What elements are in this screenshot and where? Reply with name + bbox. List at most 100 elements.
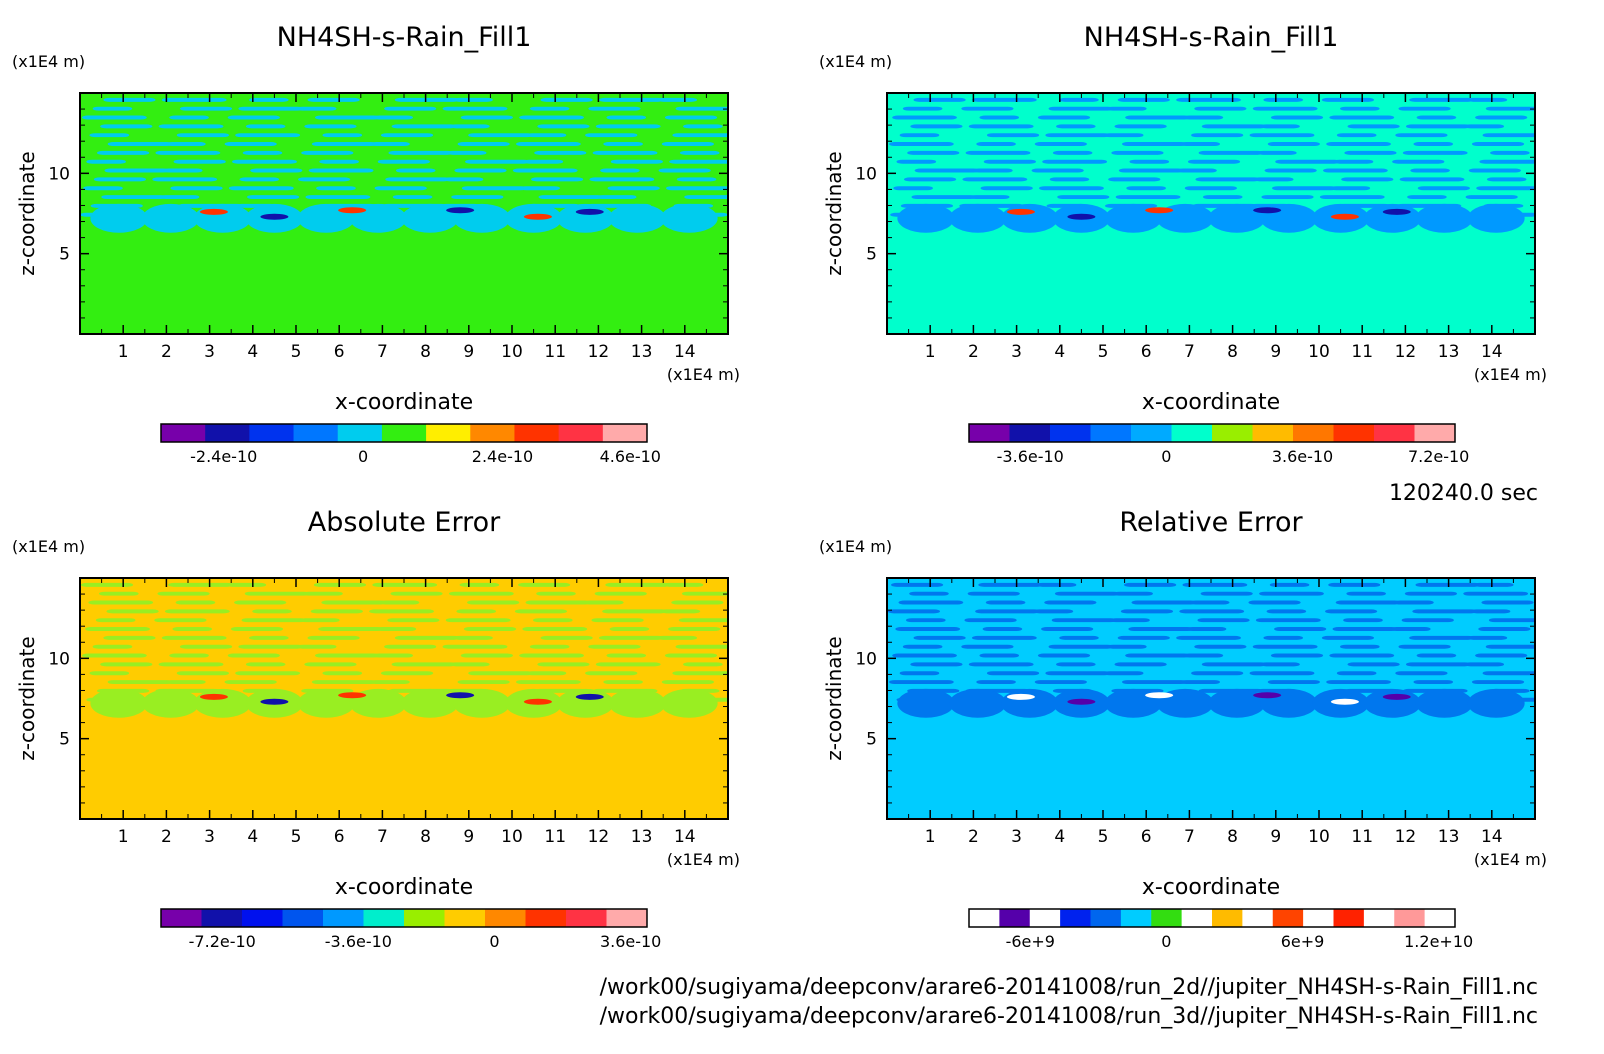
contour-band [227, 653, 280, 658]
contour-band [142, 203, 200, 233]
contour-band [1111, 150, 1164, 155]
contour-band [1475, 653, 1528, 658]
contour-band [1200, 591, 1253, 596]
contour-band [512, 168, 578, 173]
contour-band [606, 115, 647, 120]
contour-band [608, 688, 666, 718]
contour-band [585, 671, 638, 676]
contour-band [1335, 600, 1401, 605]
contour-band [1114, 662, 1167, 667]
contour-band [1191, 671, 1244, 676]
contour-band [461, 186, 527, 191]
contour-band [1325, 609, 1378, 614]
contour-band [1416, 115, 1457, 120]
contour-band [1264, 168, 1317, 173]
extreme-value-blob [338, 692, 367, 699]
contour-band [1417, 186, 1470, 191]
contour-band [301, 150, 354, 155]
contour-band [1464, 662, 1505, 667]
contour-band [224, 680, 277, 685]
colorbar-frame [160, 908, 648, 928]
colorbar-frame [160, 423, 648, 443]
y-tick-label: 5 [59, 730, 70, 750]
x-tick-label: 4 [247, 342, 258, 362]
contour-band [664, 115, 718, 120]
contour-band [979, 115, 1020, 120]
contour-band [82, 653, 147, 658]
contour-band [911, 195, 977, 200]
contour-band [679, 150, 720, 155]
contour-band [1048, 644, 1114, 649]
colorbar-swatch [337, 424, 383, 442]
contour-band [232, 159, 297, 164]
x-tick-label: 8 [1227, 827, 1238, 847]
contour-band [1180, 142, 1221, 147]
contour-band [664, 653, 718, 658]
contour-band [603, 142, 643, 147]
colorbar-swatch [485, 909, 526, 927]
contour-band [660, 609, 701, 614]
contour-band [658, 168, 711, 173]
contour-band [239, 177, 280, 182]
contour-band [1253, 177, 1294, 182]
contour-band [1051, 618, 1117, 623]
colorbar-swatch [1151, 909, 1183, 927]
contour-band [456, 609, 497, 614]
contour-band [897, 688, 955, 718]
contour-band [457, 680, 510, 685]
x-tick-label: 11 [1351, 827, 1373, 847]
contour-band [1249, 671, 1315, 676]
contour-band [1412, 609, 1478, 614]
contour-band [83, 186, 123, 191]
contour-band [1201, 124, 1267, 129]
contour-band [1471, 680, 1525, 685]
contour-band [1176, 97, 1241, 102]
contour-band [1120, 609, 1174, 614]
extreme-value-blob [1067, 213, 1096, 220]
contour-band [388, 150, 454, 155]
contour-band [1329, 115, 1395, 120]
contour-band [304, 662, 357, 667]
contour-band [460, 653, 513, 658]
contour-band [1176, 635, 1241, 640]
x-tick-label: 4 [247, 827, 258, 847]
contour-band [377, 159, 430, 164]
colorbar-swatch [1333, 909, 1365, 927]
footer-path-2d: /work00/sugiyama/deepconv/arare6-2014100… [600, 975, 1538, 1000]
contour-band [660, 203, 718, 233]
contour-band [1321, 635, 1375, 640]
contour-band [463, 627, 517, 632]
colorbar-frame [968, 423, 1456, 443]
colorbar-swatch [381, 424, 427, 442]
heatmap-field [887, 93, 1535, 334]
contour-band [523, 159, 564, 164]
contour-band [448, 591, 514, 596]
contour-band [1037, 115, 1091, 120]
contour-band [902, 106, 943, 111]
y-axis-unit: (x1E4 m) [819, 537, 892, 556]
contour-band [592, 150, 658, 155]
contour-band [391, 124, 457, 129]
y-axis-unit: (x1E4 m) [819, 52, 892, 71]
contour-band [1467, 97, 1508, 102]
contour-band [595, 124, 661, 129]
colorbar-swatch [602, 424, 648, 442]
contour-band [1467, 203, 1525, 233]
contour-band [451, 195, 504, 200]
contour-band [387, 618, 440, 623]
contour-band [1031, 168, 1084, 173]
contour-band [1131, 600, 1197, 605]
y-axis-unit: (x1E4 m) [12, 52, 85, 71]
contour-band [373, 653, 414, 658]
contour-band [983, 159, 1036, 164]
contour-band [962, 177, 1028, 182]
colorbar-tick-label: -2.4e-10 [190, 447, 257, 466]
contour-band [385, 177, 451, 182]
footer-path-3d: /work00/sugiyama/deepconv/arare6-2014100… [600, 1004, 1538, 1029]
contour-band [1398, 106, 1451, 111]
x-tick-label: 10 [1308, 827, 1330, 847]
y-tick-label: 5 [59, 245, 70, 265]
contour-band [897, 203, 955, 233]
x-tick-label: 13 [1438, 342, 1460, 362]
contour-band [453, 97, 493, 102]
